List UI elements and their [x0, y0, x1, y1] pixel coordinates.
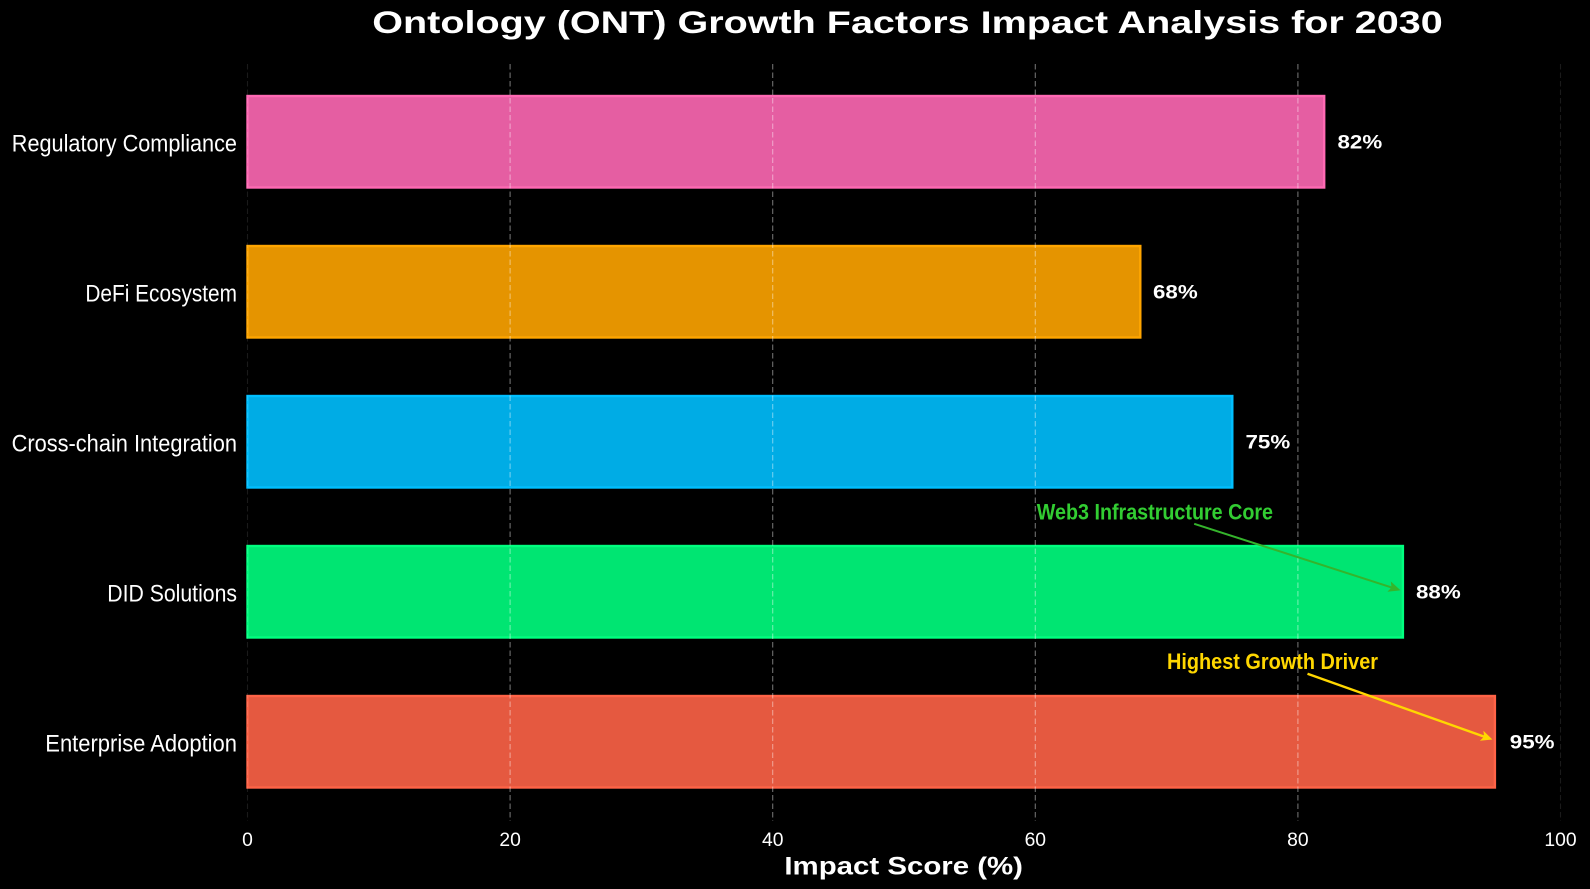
svg-text:Impact Score (%): Impact Score (%)	[784, 853, 1023, 881]
svg-text:Web3 Infrastructure Core: Web3 Infrastructure Core	[1037, 500, 1273, 525]
svg-text:DeFi Ecosystem: DeFi Ecosystem	[85, 281, 237, 308]
svg-text:68%: 68%	[1153, 282, 1198, 304]
svg-text:0: 0	[242, 830, 253, 851]
svg-text:DID Solutions: DID Solutions	[107, 580, 237, 607]
svg-text:88%: 88%	[1416, 582, 1461, 604]
svg-text:95%: 95%	[1510, 732, 1555, 754]
svg-text:100: 100	[1544, 830, 1576, 851]
svg-text:Cross-chain Integration: Cross-chain Integration	[12, 430, 237, 457]
svg-text:75%: 75%	[1246, 432, 1291, 454]
svg-text:20: 20	[499, 830, 520, 851]
svg-text:40: 40	[762, 830, 783, 851]
svg-text:80: 80	[1287, 830, 1308, 851]
svg-text:Enterprise Adoption: Enterprise Adoption	[45, 730, 237, 757]
svg-text:Ontology (ONT) Growth Factors: Ontology (ONT) Growth Factors Impact Ana…	[372, 4, 1443, 40]
svg-text:Highest Growth Driver: Highest Growth Driver	[1167, 649, 1378, 674]
svg-text:Regulatory Compliance: Regulatory Compliance	[12, 131, 237, 158]
svg-text:60: 60	[1025, 830, 1046, 851]
svg-text:82%: 82%	[1338, 132, 1383, 154]
